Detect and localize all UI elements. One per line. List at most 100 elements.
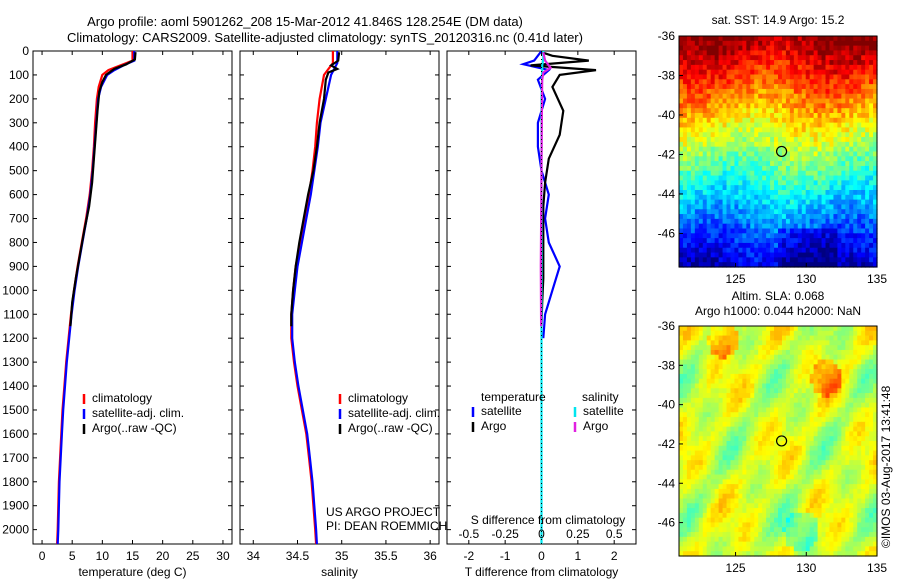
- heatmap-cell: [805, 50, 811, 56]
- heatmap-cell: [849, 113, 854, 119]
- heatmap-cell: [789, 209, 795, 215]
- heatmap-cell: [817, 369, 823, 375]
- heatmap-cell: [789, 536, 795, 543]
- heatmap-cell: [738, 238, 743, 244]
- difference-top-axis-label: S difference from climatology: [471, 513, 626, 527]
- heatmap-cell: [833, 161, 838, 167]
- heatmap-cell: [734, 185, 739, 191]
- heatmap-cell: [813, 36, 819, 42]
- heatmap-cell: [813, 527, 819, 533]
- heatmap-cell: [726, 113, 732, 119]
- heatmap-cell: [758, 383, 763, 389]
- heatmap-cell: [813, 45, 819, 52]
- heatmap-cell: [825, 527, 831, 533]
- heatmap-cell: [738, 127, 743, 133]
- heatmap-cell: [750, 194, 755, 201]
- heatmap-cell: [722, 373, 728, 380]
- heatmap-cell: [734, 340, 739, 346]
- heatmap-cell: [679, 122, 684, 129]
- heatmap-cell: [690, 93, 696, 100]
- heatmap-cell: [758, 397, 763, 404]
- heatmap-cell: [821, 464, 827, 471]
- heatmap-cell: [754, 455, 759, 461]
- heatmap-cell: [805, 364, 811, 370]
- heatmap-cell: [710, 488, 716, 495]
- heatmap-cell: [865, 98, 870, 104]
- heatmap-cell: [746, 93, 751, 100]
- heatmap-cell: [865, 79, 870, 85]
- heatmap-cell: [742, 364, 747, 370]
- heatmap-cell: [813, 122, 819, 129]
- heatmap-cell: [821, 214, 827, 220]
- heatmap-cell: [722, 388, 728, 394]
- heatmap-cell: [869, 460, 874, 466]
- heatmap-cell: [722, 55, 728, 61]
- heatmap-cell: [774, 93, 779, 100]
- heatmap-cell: [714, 383, 720, 389]
- heatmap-cell: [789, 262, 795, 268]
- heatmap-cell: [706, 262, 712, 268]
- heatmap-cell: [770, 40, 775, 47]
- heatmap-cell: [754, 88, 759, 95]
- series-line-satellite-adj-clim-: [291, 51, 339, 545]
- heatmap-cell: [789, 407, 795, 413]
- heatmap-cell: [754, 161, 759, 167]
- lat-tick-label: -44: [658, 187, 676, 201]
- depth-tick-label: 700: [9, 212, 29, 226]
- heatmap-cell: [853, 190, 858, 196]
- heatmap-cell: [682, 527, 688, 533]
- heatmap-cell: [726, 242, 732, 249]
- heatmap-cell: [793, 214, 799, 220]
- heatmap-cell: [821, 45, 827, 52]
- heatmap-cell: [797, 364, 803, 370]
- heatmap-cell: [730, 369, 736, 375]
- heatmap-cell: [722, 88, 728, 95]
- heatmap-cell: [797, 60, 803, 66]
- heatmap-cell: [714, 407, 720, 413]
- heatmap-cell: [734, 209, 739, 215]
- heatmap-cell: [785, 469, 791, 476]
- heatmap-cell: [726, 402, 732, 409]
- heatmap-cell: [746, 190, 751, 196]
- heatmap-cell: [845, 247, 850, 254]
- heatmap-cell: [829, 354, 835, 361]
- heatmap-cell: [682, 117, 688, 124]
- heatmap-cell: [805, 527, 811, 533]
- heatmap-cell: [857, 522, 862, 528]
- heatmap-cell: [781, 527, 787, 533]
- heatmap-cell: [837, 349, 842, 356]
- heatmap-cell: [730, 103, 736, 109]
- heatmap-cell: [833, 441, 838, 447]
- heatmap-cell: [793, 45, 799, 52]
- heatmap-cell: [718, 393, 724, 399]
- heatmap-cell: [710, 185, 716, 191]
- heatmap-cell: [718, 180, 724, 186]
- heatmap-cell: [734, 122, 739, 129]
- heatmap-cell: [849, 335, 854, 341]
- heatmap-cell: [754, 479, 759, 485]
- heatmap-cell: [873, 369, 878, 375]
- heatmap-cell: [750, 393, 755, 399]
- heatmap-cell: [873, 50, 878, 56]
- heatmap-cell: [873, 407, 878, 413]
- heatmap-cell: [762, 74, 767, 80]
- heatmap-cell: [845, 407, 850, 413]
- heatmap-cell: [797, 335, 803, 341]
- heatmap-cell: [821, 180, 827, 186]
- heatmap-cell: [829, 64, 835, 71]
- heatmap-cell: [849, 156, 854, 162]
- heatmap-cell: [738, 50, 743, 56]
- heatmap-cell: [730, 541, 736, 548]
- heatmap-cell: [825, 218, 831, 225]
- heatmap-cell: [702, 431, 708, 437]
- heatmap-cell: [770, 214, 775, 220]
- heatmap-cell: [778, 127, 783, 133]
- heatmap-cell: [805, 45, 811, 52]
- heatmap-cell: [726, 541, 732, 548]
- heatmap-cell: [829, 36, 835, 42]
- heatmap-cell: [857, 407, 862, 413]
- heatmap-cell: [722, 233, 728, 239]
- heatmap-cell: [718, 349, 724, 356]
- heatmap-cell: [730, 175, 736, 181]
- heatmap-cell: [821, 517, 827, 524]
